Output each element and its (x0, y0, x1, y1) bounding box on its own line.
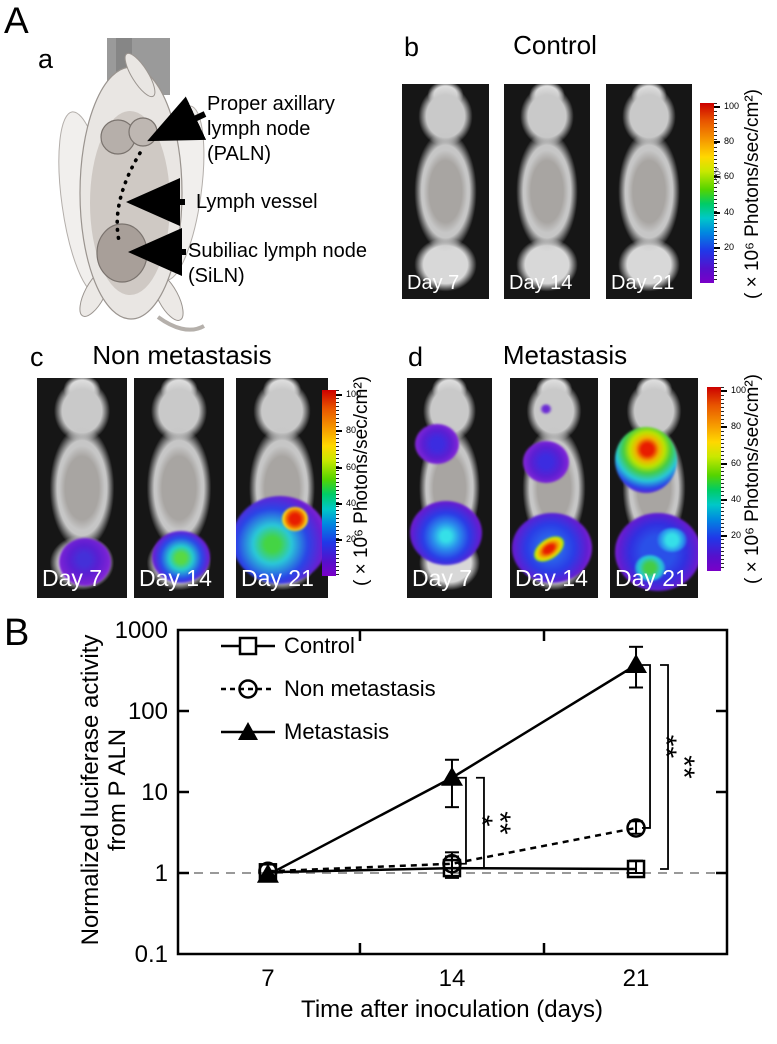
luminescence-spot (410, 501, 482, 565)
svg-text:0.1: 0.1 (135, 941, 168, 968)
panel-b-label: B (4, 612, 30, 654)
luminescence-spot (415, 424, 459, 464)
svg-text:**: ** (649, 735, 682, 759)
siln-annotation: Subiliac lymph node (SiLN) (188, 240, 367, 287)
nonmet-day14-photo: Day 14 (134, 378, 224, 598)
open-square-marker-icon (221, 636, 275, 656)
legend-item-non-metastasis: Non metastasis (220, 676, 436, 701)
vessel-annotation: Lymph vessel (196, 191, 318, 213)
lymph-vessel-dotted-line (115, 151, 142, 247)
subpanel-b-title: Control (513, 30, 597, 60)
day-label: Day 14 (509, 272, 573, 294)
control-day7-photo: Day 7 (402, 84, 489, 299)
colorbar-b: 100 80 60 40 20 (700, 101, 740, 283)
colorbar-gradient (700, 103, 714, 283)
filled-triangle-marker-icon (221, 722, 275, 740)
legend-item-metastasis: Metastasis (220, 719, 436, 744)
nonmet-day7-photo: Day 7 (37, 378, 127, 598)
svg-text:7: 7 (261, 965, 274, 992)
colorbar-c-unit: ( × 10⁶ Photons/sec/cm²) (351, 375, 372, 587)
chart-legend: Control Non metastasis Metastasis (220, 633, 436, 763)
mouse-anatomy-drawing (58, 38, 207, 332)
day-label: Day 21 (241, 565, 314, 591)
subpanel-d-label: d (408, 342, 424, 372)
day-label: Day 7 (412, 565, 473, 591)
luminescence-spot (59, 538, 111, 586)
colorbar-c: 100 80 60 40 20 (322, 389, 362, 576)
svg-text:1000: 1000 (115, 617, 168, 644)
svg-text:14: 14 (439, 965, 466, 992)
panel-b: B 1000 100 10 1 0.1 7 14 21 * ** ** ** Normalized l… (0, 610, 777, 1044)
paln-node-2 (128, 117, 158, 147)
subpanel-b-label: b (404, 32, 420, 62)
paln-arrow (147, 96, 207, 142)
x-axis-label: Time after inoculation (days) (301, 996, 603, 1023)
day-label: Day 7 (42, 565, 103, 591)
colorbar-gradient (322, 390, 336, 576)
day-label: Day 14 (139, 565, 212, 591)
svg-text:21: 21 (623, 965, 650, 992)
subpanel-a-label: a (38, 44, 54, 74)
luminescence-spot (236, 496, 328, 584)
luminescence-hotspot (635, 555, 665, 581)
met-day7-photo: Day 7 (407, 378, 492, 598)
subpanel-c-label: c (30, 342, 44, 372)
open-circle-marker-icon (221, 679, 275, 699)
colorbar-exponent: ×10⁶ (713, 167, 723, 185)
luminescence-spot (523, 441, 569, 483)
control-day21-photo: Day 21 (606, 84, 692, 299)
siln-node (96, 223, 148, 283)
y-axis-label: Normalized luciferase activity from P AL… (77, 634, 131, 946)
day-label: Day 7 (407, 272, 460, 294)
colorbar-d: 100 80 60 40 20 (707, 385, 747, 571)
met-day14-photo: Day 14 (510, 378, 598, 598)
luminescence-hotspot (657, 528, 687, 552)
svg-text:**: ** (667, 755, 700, 779)
subpanel-c-title: Non metastasis (92, 340, 272, 370)
luminescence-spot (615, 427, 677, 493)
nonmet-day21-photo: Day 21 (236, 378, 328, 598)
luminescence-hotspot (282, 507, 308, 531)
luminescence-spot (152, 531, 210, 583)
legend-item-control: Control (220, 633, 436, 658)
day-label: Day 21 (611, 272, 675, 294)
colorbar-gradient (707, 387, 721, 571)
met-day21-photo: Day 21 (610, 378, 698, 598)
panel-a-label: A (4, 0, 29, 41)
svg-text:**: ** (483, 811, 516, 835)
luminescence-speck (540, 404, 552, 414)
day-label: Day 21 (615, 565, 688, 591)
paln-annotation: Proper axillary lymph node (PALN) (207, 93, 335, 165)
svg-text:100: 100 (128, 698, 168, 725)
day-label: Day 14 (515, 565, 588, 591)
svg-text:10: 10 (141, 779, 168, 806)
control-day14-photo: Day 14 (504, 84, 590, 299)
svg-text:1: 1 (155, 860, 168, 887)
colorbar-b-unit: ( × 10⁶ Photons/sec/cm²) (742, 88, 763, 300)
colorbar-d-unit: ( × 10⁶ Photons/sec/cm²) (742, 373, 763, 585)
subpanel-d-title: Metastasis (502, 340, 628, 370)
svg-text:*: * (465, 815, 498, 827)
